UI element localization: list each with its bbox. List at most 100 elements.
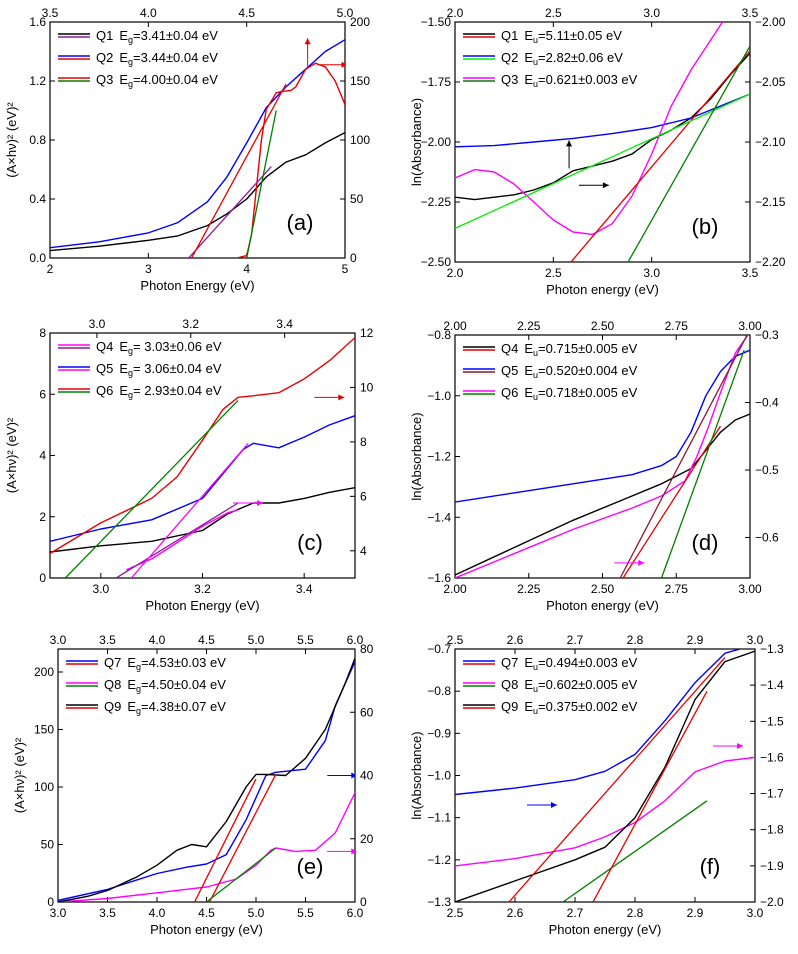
x-axis-label: Photon energy (eV) [150, 922, 263, 937]
x-axis-label: Photon energy (eV) [546, 598, 659, 613]
series-line-q1 [50, 131, 345, 252]
series-line-fit-q1 [570, 50, 750, 262]
x2-tick-label: 2.50 [591, 319, 615, 333]
x2-tick-label: 3.2 [182, 317, 199, 331]
legend-subscript: g [128, 57, 133, 67]
legend-entry: Q6 Eg= 2.93±0.04 eV [96, 383, 222, 400]
x2-tick-label: 3.00 [738, 319, 762, 333]
legend-symbol: E [119, 383, 128, 398]
series-line-q2 [455, 93, 750, 148]
legend-symbol: E [119, 361, 128, 376]
legend-label: Q6 [501, 385, 518, 400]
y-tick-label: −1.2 [427, 853, 451, 867]
x2-tick-label: 3.0 [643, 6, 660, 20]
x-tick-label: 2 [47, 262, 54, 276]
series-line-q5 [50, 415, 355, 542]
series-line-fit-q4 [115, 502, 239, 578]
x2-tick-label: 2.8 [627, 633, 644, 647]
legend-value: =0.621±0.003 eV [538, 72, 638, 87]
y-tick-label: 0.8 [29, 133, 46, 147]
panel-letter: (f) [700, 854, 721, 879]
y2-tick-label: 6 [360, 489, 367, 503]
y-tick-label: −2.50 [421, 255, 452, 269]
series-line-fit-q9 [194, 778, 257, 902]
series-line-q4-alt [125, 509, 239, 571]
series-line-fit-q2 [455, 93, 750, 229]
legend-value: =3.41±0.04 eV [133, 28, 218, 43]
y2-tick-label: 4 [360, 544, 367, 558]
x2-tick-label: 2.5 [545, 6, 562, 20]
panel-letter: (c) [297, 530, 323, 555]
legend-entry: Q2 Eg=3.44±0.04 eV [96, 50, 218, 67]
y2-tick-label: 150 [350, 74, 370, 88]
series-line-fit-q3 [246, 110, 277, 258]
x-tick-label: 3.00 [738, 582, 762, 596]
legend-subscript: u [533, 662, 538, 672]
x-tick-label: 5.5 [297, 906, 314, 920]
legend-label: Q5 [501, 363, 518, 378]
y-tick-label: 0 [47, 895, 54, 909]
x-tick-label: 2.5 [447, 906, 464, 920]
y-tick-label: 4 [39, 449, 46, 463]
series-line-fit-q3 [627, 45, 750, 262]
legend-subscript: u [533, 57, 538, 67]
legend-label: Q9 [501, 699, 518, 714]
legend-entry: Q5 Eu=0.520±0.004 eV [501, 363, 638, 380]
x-tick-label: 2.8 [627, 906, 644, 920]
legend-subscript: u [533, 684, 538, 694]
legend-subscript: g [128, 346, 133, 356]
y2-tick-label: −0.6 [755, 531, 779, 545]
legend-symbol: E [119, 28, 128, 43]
legend-label: Q9 [104, 699, 121, 714]
legend-value: =0.602±0.005 eV [538, 677, 638, 692]
legend-subscript: u [533, 706, 538, 716]
x2-tick-label: 2.25 [517, 319, 541, 333]
x2-tick-label: 5.5 [297, 633, 314, 647]
legend-symbol: E [127, 699, 136, 714]
series-line-q9 [58, 657, 355, 902]
legend-value: =0.718±0.005 eV [538, 385, 638, 400]
legend-value: =4.38±0.07 eV [141, 699, 226, 714]
y2-tick-label: 10 [360, 380, 374, 394]
legend-label: Q3 [501, 72, 518, 87]
y2-tick-label: −0.5 [755, 463, 779, 477]
legend-entry: Q6 Eu=0.718±0.005 eV [501, 385, 638, 402]
y2-tick-label: −0.4 [755, 396, 779, 410]
x-axis-label: Photon energy (eV) [546, 282, 659, 297]
legend-value: =4.00±0.04 eV [133, 72, 218, 87]
series-line-q3 [197, 62, 345, 258]
x-tick-label: 3.0 [747, 906, 764, 920]
x2-tick-label: 3.0 [747, 633, 764, 647]
panel-letter: (e) [297, 854, 324, 879]
y2-tick-label: 12 [360, 326, 374, 340]
legend-label: Q2 [501, 50, 518, 65]
legend-subscript: g [128, 390, 133, 400]
y-tick-label: −1.4 [427, 510, 451, 524]
series-line-fit-q8 [562, 800, 708, 902]
y2-tick-label: −1.7 [760, 787, 784, 801]
series-line-fit-q4 [622, 425, 722, 578]
x2-tick-label: 2.0 [447, 6, 464, 20]
legend-value: =0.715±0.005 eV [538, 341, 638, 356]
arrow-head [638, 559, 645, 566]
y2-tick-label: 0 [360, 895, 367, 909]
y-tick-label: −1.1 [427, 811, 451, 825]
y-tick-label: 0.4 [29, 192, 46, 206]
y2-tick-label: 0 [350, 251, 357, 265]
legend-subscript: u [533, 392, 538, 402]
x2-tick-label: 4.5 [238, 6, 255, 20]
x-tick-label: 5 [342, 262, 349, 276]
y2-tick-label: −1.9 [760, 859, 784, 873]
legend-symbol: E [119, 50, 128, 65]
x-tick-label: 2.0 [447, 266, 464, 280]
y2-tick-label: 100 [350, 133, 370, 147]
series-line-fit-q5 [130, 442, 249, 578]
panel-d: 2.00 2.25 2.50 2.75 3.00 2.00 2.25 2.50 2.75 3.00… [409, 319, 779, 613]
y-tick-label: 200 [34, 665, 54, 679]
arrow-head [341, 61, 345, 68]
y2-tick-label: −2.10 [755, 135, 786, 149]
y2-tick-label: 8 [360, 435, 367, 449]
legend-symbol: E [524, 341, 533, 356]
legend-value: =5.11±0.05 eV [538, 28, 622, 43]
legend-label: Q1 [501, 28, 518, 43]
